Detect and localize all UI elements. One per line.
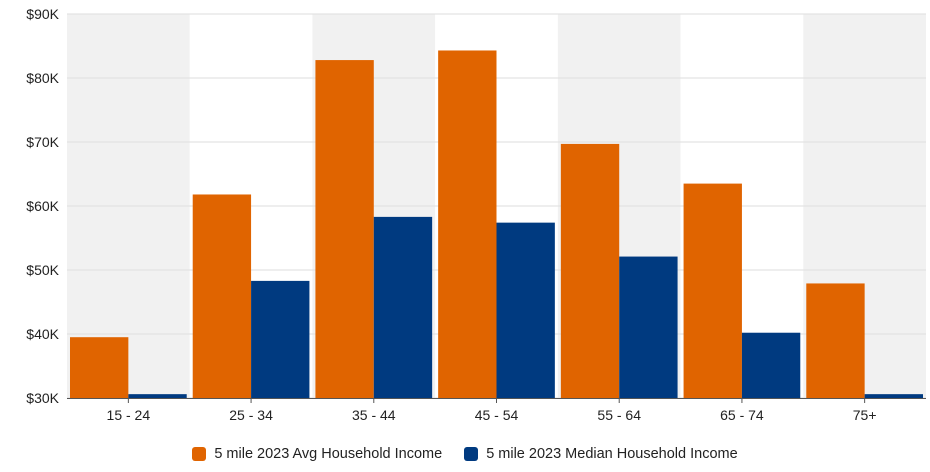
bar-avg-income: [315, 60, 374, 399]
bar-median-income: [741, 332, 801, 398]
bar-avg-income: [806, 283, 865, 398]
bar-median-income: [496, 222, 555, 398]
y-tick-label: $40K: [26, 326, 59, 342]
legend-swatch-avg-income: [192, 447, 207, 461]
y-tick-label: $90K: [26, 6, 59, 22]
bar-avg-income: [70, 337, 129, 398]
y-tick-label: $60K: [26, 198, 59, 214]
bar-median-income: [373, 216, 433, 398]
legend: 5 mile 2023 Avg Household Income 5 mile …: [0, 446, 930, 462]
bar-avg-income: [560, 143, 620, 398]
x-tick-label: 65 - 74: [720, 407, 764, 423]
y-tick-label: $30K: [26, 390, 59, 406]
bar-avg-income: [438, 50, 497, 398]
legend-swatch-median-income: [464, 447, 479, 461]
bar-chart: $30K $40K $50K $60K $70K $80K $90K 15 - 24 25 - …: [26, 6, 926, 423]
bar-median-income: [251, 280, 310, 398]
x-tick-label: 75+: [853, 407, 877, 423]
legend-label-avg-income: 5 mile 2023 Avg Household Income: [214, 446, 443, 462]
x-tick-label: 25 - 34: [229, 407, 273, 423]
y-tick-label: $50K: [26, 262, 59, 278]
x-tick-label: 45 - 54: [475, 407, 519, 423]
bar-median-income: [619, 256, 678, 398]
y-tick-label: $80K: [26, 70, 59, 86]
bar-median-income: [128, 394, 187, 398]
legend-item-median-income[interactable]: 5 mile 2023 Median Household Income: [464, 446, 738, 462]
x-tick-label: 15 - 24: [107, 407, 151, 423]
bar-avg-income: [192, 194, 252, 398]
legend-label-median-income: 5 mile 2023 Median Household Income: [486, 446, 738, 462]
bar-avg-income: [683, 183, 742, 398]
bar-median-income: [864, 394, 923, 398]
x-tick-label: 55 - 64: [597, 407, 641, 423]
legend-item-avg-income[interactable]: 5 mile 2023 Avg Household Income: [192, 446, 442, 462]
x-tick-label: 35 - 44: [352, 407, 396, 423]
y-tick-label: $70K: [26, 134, 59, 150]
